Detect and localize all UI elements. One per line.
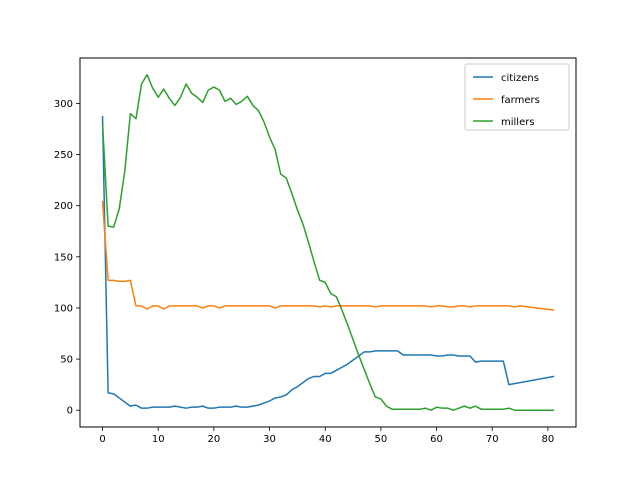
x-tick-label: 80 [542, 434, 555, 445]
series-line-citizens [101, 115, 555, 409]
x-axis-ticks: 0 10 20 30 40 50 60 70 80 [99, 427, 554, 445]
x-tick-label: 70 [486, 434, 499, 445]
x-tick-label: 50 [375, 434, 388, 445]
y-tick-label: 100 [54, 303, 73, 314]
y-axis-ticks: 0 50 100 150 200 250 300 [54, 99, 80, 417]
y-tick-label: 200 [54, 201, 73, 212]
legend: citizens farmers millers [464, 63, 570, 131]
legend-box [464, 63, 570, 131]
y-tick-label: 250 [54, 150, 73, 161]
x-tick-label: 0 [99, 434, 105, 445]
y-tick-label: 150 [54, 252, 73, 263]
series-line-farmers [101, 200, 555, 311]
legend-label-farmers: farmers [501, 95, 540, 106]
x-tick-label: 30 [263, 434, 276, 445]
x-tick-label: 60 [430, 434, 443, 445]
y-tick-label: 300 [54, 99, 73, 110]
series-line-millers [101, 74, 555, 411]
y-tick-label: 50 [60, 355, 73, 366]
legend-label-millers: millers [501, 117, 535, 128]
axes-frame [79, 57, 577, 428]
legend-label-citizens: citizens [501, 73, 539, 84]
y-tick-label: 0 [67, 406, 73, 417]
x-tick-label: 10 [152, 434, 165, 445]
x-tick-label: 20 [208, 434, 221, 445]
x-tick-label: 40 [319, 434, 332, 445]
series-lines [101, 74, 555, 411]
